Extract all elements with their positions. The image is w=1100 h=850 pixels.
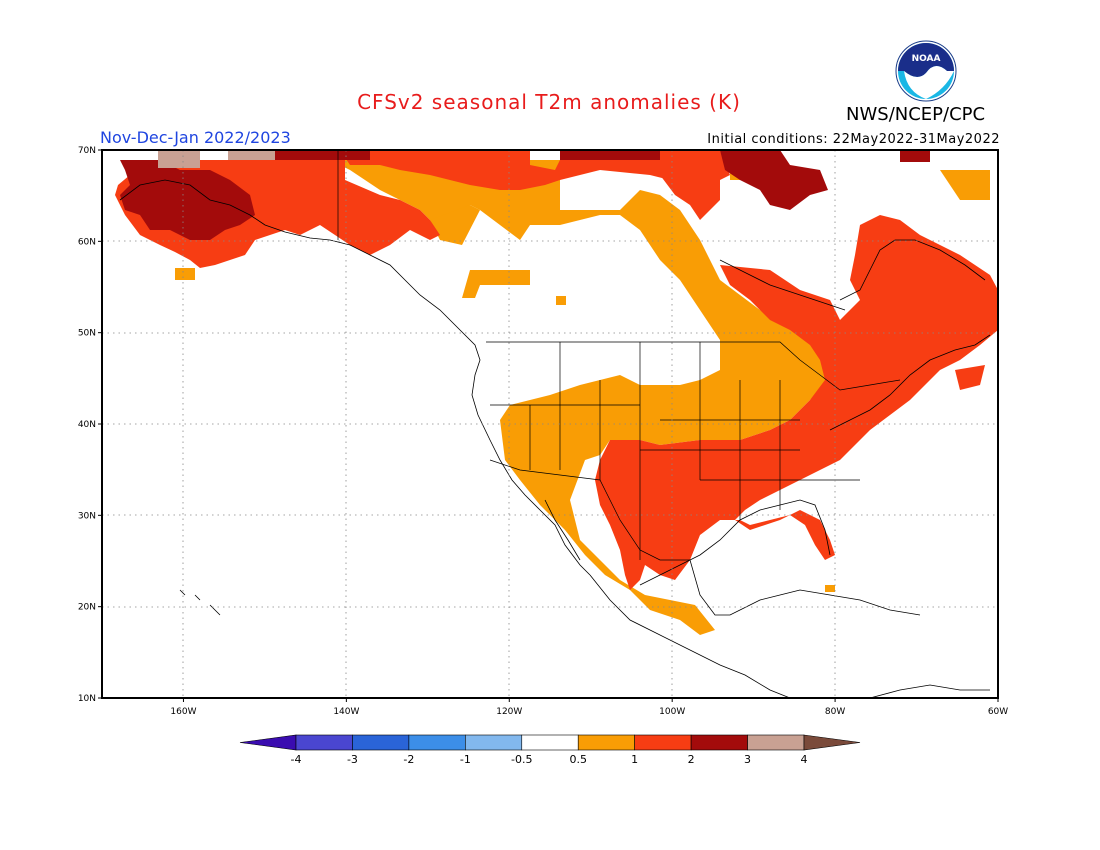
colorbar: -4 -3 -2 -1 -0.5 0.5 1 2 3 4	[239, 734, 861, 766]
lat-tick-label: 40N	[78, 420, 96, 430]
colorbar-swatch	[747, 734, 805, 751]
lat-tick-label: 30N	[78, 511, 96, 521]
colorbar-swatch	[408, 734, 466, 751]
colorbar-swatch	[690, 734, 748, 751]
lat-tick-label: 50N	[78, 329, 96, 339]
lon-tick-label: 160W	[170, 707, 196, 717]
colorbar-low-extension	[239, 734, 297, 751]
colorbar-swatch	[634, 734, 692, 751]
colorbar-label: -2	[403, 753, 414, 766]
colorbar-swatch	[352, 734, 410, 751]
initial-conditions-label: Initial conditions: 22May2022-31May2022	[707, 132, 1000, 147]
longitude-axis: 160W 140W 120W 100W 80W 60W	[170, 698, 1008, 717]
lon-tick-label: 80W	[825, 707, 845, 717]
colorbar-label: -4	[291, 753, 302, 766]
lat-tick-label: 60N	[78, 237, 96, 247]
anomaly-field	[115, 150, 998, 635]
lon-tick-label: 140W	[333, 707, 359, 717]
map-title: CFSv2 seasonal T2m anomalies (K)	[357, 90, 741, 114]
latitude-axis: 70N 60N 50N 40N 30N 20N 10N	[78, 146, 102, 704]
colorbar-swatch	[577, 734, 635, 751]
political-borders	[337, 150, 901, 561]
colorbar-label: 1	[631, 753, 638, 766]
colorbar-high-extension	[803, 734, 861, 751]
colorbar-label: -1	[460, 753, 471, 766]
colorbar-swatch	[465, 734, 523, 751]
noaa-logo: NOAA	[895, 40, 957, 102]
colorbar-label: 3	[744, 753, 751, 766]
coastlines	[119, 179, 991, 699]
lat-tick-label: 20N	[78, 603, 96, 613]
lon-tick-label: 120W	[496, 707, 522, 717]
svg-text:NOAA: NOAA	[912, 54, 941, 64]
lon-tick-label: 100W	[659, 707, 685, 717]
colorbar-swatch	[521, 734, 579, 751]
lon-tick-label: 60W	[988, 707, 1008, 717]
colorbar-label: 0.5	[569, 753, 587, 766]
graticule	[102, 150, 998, 698]
colorbar-label: 2	[688, 753, 695, 766]
season-label: Nov-Dec-Jan 2022/2023	[100, 128, 291, 147]
colorbar-label: 4	[801, 753, 808, 766]
colorbar-swatch	[295, 734, 353, 751]
colorbar-label: -0.5	[511, 753, 532, 766]
lat-tick-label: 10N	[78, 694, 96, 704]
lat-tick-label: 70N	[78, 146, 96, 156]
colorbar-label: -3	[347, 753, 358, 766]
agency-label: NWS/NCEP/CPC	[846, 104, 986, 125]
